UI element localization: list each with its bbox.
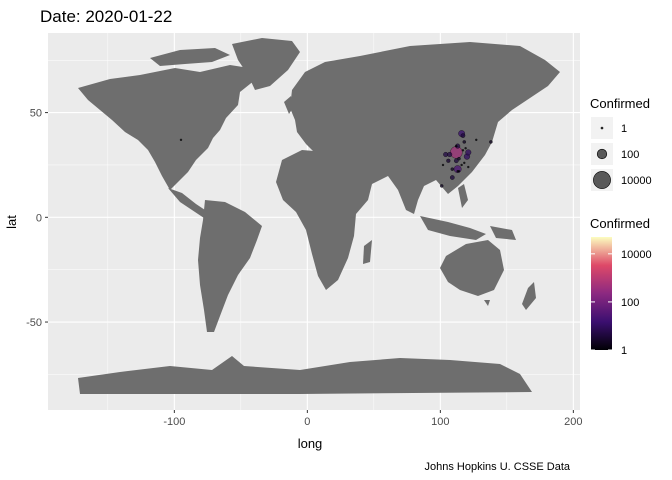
colorbar-ticks: 10000 100 1 xyxy=(591,249,652,357)
landmass-philippines xyxy=(458,184,468,208)
world-landmass xyxy=(78,38,560,394)
landmass-south-america xyxy=(198,200,262,332)
confirmed-point xyxy=(460,163,463,167)
y-axis-title: lat xyxy=(4,215,19,229)
colorbar xyxy=(591,237,612,350)
confirmed-point xyxy=(179,138,183,142)
landmass-central-america xyxy=(168,188,208,218)
confirmed-point xyxy=(489,140,493,144)
confirmed-point xyxy=(456,169,459,173)
confirmed-point xyxy=(455,144,458,148)
landmass-uk xyxy=(284,96,294,114)
confirmed-point xyxy=(446,158,451,163)
color-legend-title: Confirmed xyxy=(590,216,650,231)
confirmed-point xyxy=(463,161,466,165)
y-tick-label: 50 xyxy=(30,108,42,120)
confirmed-point xyxy=(465,149,472,156)
x-axis-ticks: -100 0 100 200 xyxy=(163,410,583,428)
x-tick-label: 200 xyxy=(564,416,582,428)
confirmed-point xyxy=(449,175,455,180)
landmass-eurasia xyxy=(290,42,560,214)
landmass-australia xyxy=(440,240,504,296)
color-legend: Confirmed 10000 100 1 xyxy=(590,216,652,357)
landmass-japan xyxy=(476,128,492,152)
x-tick-label: 0 xyxy=(304,416,310,428)
landmass-madagascar xyxy=(363,240,372,264)
confirmed-point xyxy=(441,163,445,167)
landmass-greenland xyxy=(232,38,300,90)
caption: Johns Hopkins U. CSSE Data xyxy=(424,461,570,473)
confirmed-point xyxy=(450,167,455,171)
landmass-africa xyxy=(276,150,372,290)
size-legend: Confirmed 1 100 10000 xyxy=(590,96,652,191)
colorbar-label: 1 xyxy=(621,345,627,357)
landmass-canadian-arctic xyxy=(150,48,230,66)
size-legend-key xyxy=(600,126,604,130)
x-axis-title: long xyxy=(298,436,323,451)
size-legend-label: 10000 xyxy=(621,175,652,187)
confirmed-point xyxy=(467,165,470,169)
confirmed-point xyxy=(439,184,444,188)
landmass-scandinavia xyxy=(310,66,340,96)
size-legend-key xyxy=(593,171,611,189)
size-legend-title: Confirmed xyxy=(590,96,650,111)
size-legend-label: 1 xyxy=(621,123,627,135)
confirmed-point xyxy=(464,146,467,150)
confirmed-points xyxy=(179,130,493,188)
landmass-new-zealand xyxy=(522,282,536,310)
y-tick-label: -50 xyxy=(26,317,42,329)
confirmed-point xyxy=(475,138,478,142)
confirmed-point xyxy=(453,158,459,164)
y-axis-ticks: -50 0 50 xyxy=(26,108,48,329)
y-tick-label: 0 xyxy=(36,212,42,224)
size-legend-label: 100 xyxy=(621,149,639,161)
confirmed-point xyxy=(462,140,467,144)
confirmed-point xyxy=(457,156,461,161)
size-legend-key xyxy=(596,148,608,160)
landmass-tasmania xyxy=(484,300,490,306)
confirmed-point xyxy=(447,151,453,158)
x-tick-label: -100 xyxy=(163,416,185,428)
landmass-new-guinea xyxy=(490,226,516,240)
landmass-north-america xyxy=(78,65,262,190)
landmass-indonesia xyxy=(420,216,486,240)
confirmed-point xyxy=(461,149,465,152)
x-tick-label: 100 xyxy=(431,416,449,428)
confirmed-point xyxy=(460,133,466,139)
landmass-antarctica xyxy=(78,356,532,394)
size-legend-keys: 1 100 10000 xyxy=(591,117,652,191)
colorbar-label: 10000 xyxy=(621,249,652,261)
colorbar-label: 100 xyxy=(621,297,639,309)
plot-title: Date: 2020-01-22 xyxy=(40,7,172,26)
